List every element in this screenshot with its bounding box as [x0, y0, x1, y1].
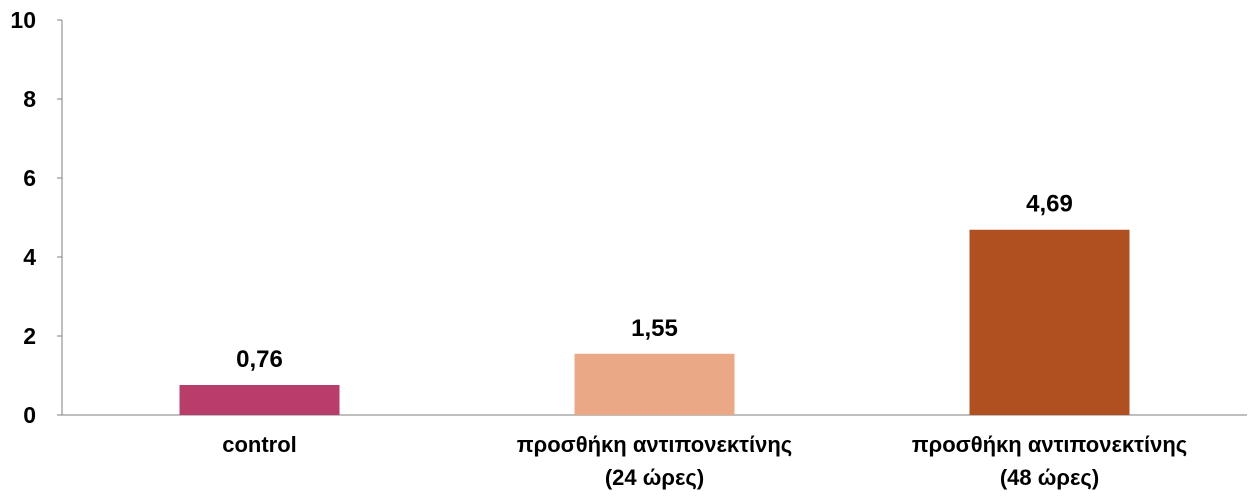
data-labels: 0,76 1,55 4,69	[236, 191, 1073, 373]
y-tick-label: 10	[10, 7, 36, 33]
category-label: (24 ώρες)	[605, 465, 704, 490]
category-labels: control προσθήκη αντιπονεκτίνης (24 ώρες) π…	[222, 432, 1187, 490]
y-tick-label: 2	[23, 323, 36, 349]
data-label: 1,55	[631, 315, 678, 342]
data-label: 4,69	[1026, 191, 1073, 218]
bars	[179, 229, 1130, 415]
category-label: control	[222, 432, 297, 457]
bar	[179, 384, 340, 415]
y-tick-label: 0	[23, 402, 36, 428]
bar	[574, 353, 735, 415]
y-tick-label: 8	[23, 86, 36, 112]
bar	[969, 229, 1130, 415]
y-tick-label: 4	[23, 244, 36, 270]
category-label: (48 ώρες)	[1000, 465, 1099, 490]
y-axis-ticks: 0 2 4 6 8 10	[10, 7, 62, 428]
category-label: προσθήκη αντιπονεκτίνης	[517, 432, 792, 457]
category-label: προσθήκη αντιπονεκτίνης	[912, 432, 1187, 457]
data-label: 0,76	[236, 346, 283, 373]
y-tick-label: 6	[23, 165, 36, 191]
